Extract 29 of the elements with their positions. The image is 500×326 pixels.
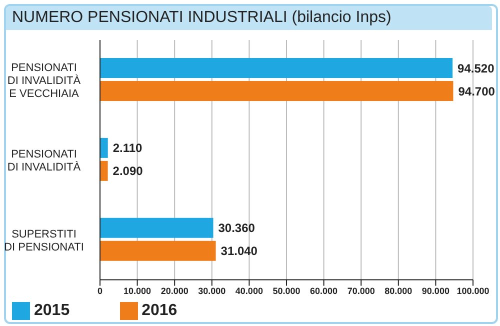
data-label: 2.090 xyxy=(112,164,144,178)
x-tick-label: 0 xyxy=(97,286,103,296)
data-label: 31.040 xyxy=(220,244,258,258)
x-tick-label: 60.000 xyxy=(310,286,338,296)
x-tick-label: 50.000 xyxy=(272,286,300,296)
x-tick-label: 10.000 xyxy=(124,286,152,296)
data-label: 2.110 xyxy=(112,141,143,156)
bar xyxy=(100,240,216,261)
bar xyxy=(100,58,453,78)
legend-label: 2015 xyxy=(34,302,70,319)
x-tick-label: 90.000 xyxy=(422,286,450,296)
y-tick-label: PENSIONATI DI INVALIDITÀ xyxy=(7,148,82,174)
x-tick-label: 30.000 xyxy=(198,286,226,296)
data-label: 30.360 xyxy=(218,221,256,236)
x-tick-label: 80.000 xyxy=(384,286,412,296)
data-label: 94.700 xyxy=(458,84,496,98)
bar xyxy=(100,81,454,101)
bar xyxy=(100,218,214,238)
data-label: 94.520 xyxy=(458,61,495,76)
legend-label: 2016 xyxy=(142,302,178,319)
x-tick-label: 20.000 xyxy=(160,286,188,296)
bar xyxy=(100,160,108,181)
bar xyxy=(100,138,108,158)
y-tick-label: SUPERSTITI DI PENSIONATI xyxy=(4,228,84,254)
x-tick-label: 40.000 xyxy=(235,286,263,296)
chart-title: NUMERO PENSIONATI INDUSTRIALI (bilancio Inps) xyxy=(6,6,492,30)
x-tick-label: 100.000 xyxy=(456,286,490,296)
x-tick-label: 70.000 xyxy=(347,286,375,296)
y-tick-label: PENSIONATI DI INVALIDITÀ E VECCHIAIA xyxy=(7,62,82,100)
